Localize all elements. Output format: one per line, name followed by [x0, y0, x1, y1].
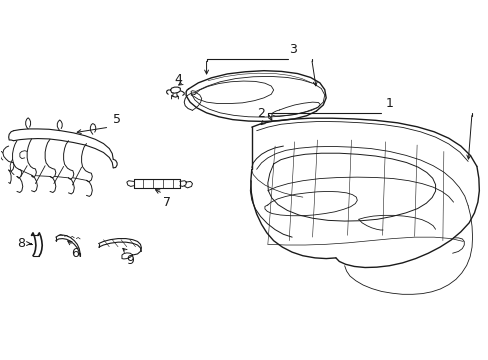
Text: 1: 1	[385, 97, 392, 111]
Text: 8: 8	[17, 237, 25, 250]
Text: 6: 6	[71, 247, 79, 260]
Text: 7: 7	[163, 197, 170, 210]
Text: 2: 2	[257, 107, 265, 120]
Text: 3: 3	[288, 43, 296, 56]
Text: 9: 9	[126, 254, 134, 267]
Text: 5: 5	[113, 113, 121, 126]
Text: 4: 4	[174, 73, 182, 86]
